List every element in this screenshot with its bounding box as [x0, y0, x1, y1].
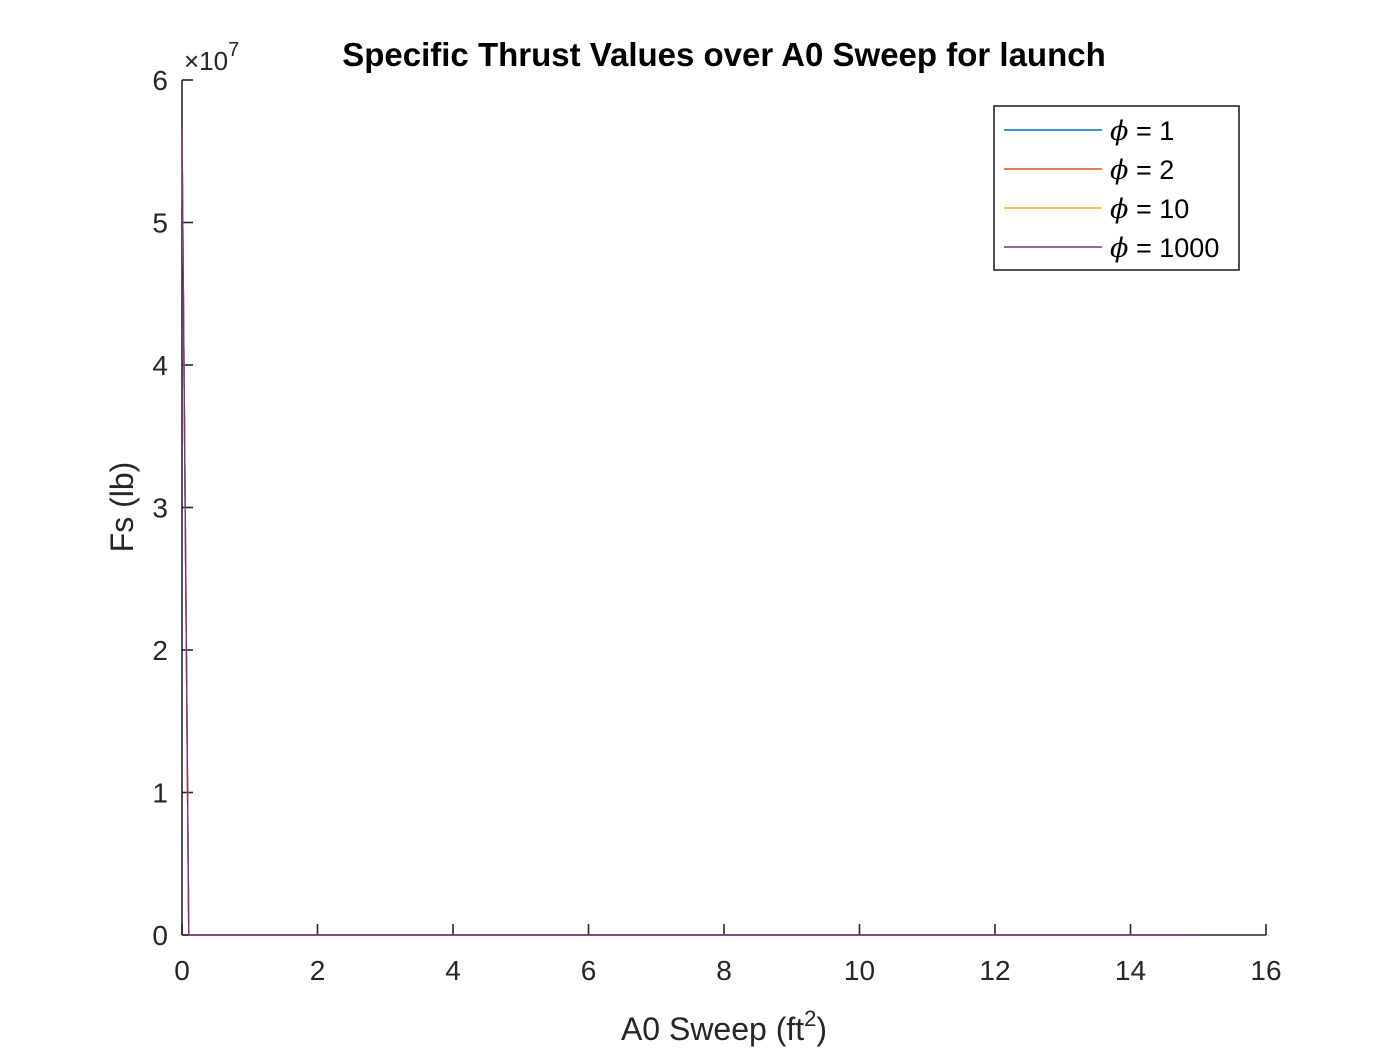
y-exponent-power: 7: [228, 39, 239, 61]
x-axis-label-main: A0 Sweep (ft: [621, 1011, 804, 1047]
legend-box: [993, 105, 1240, 271]
y-tick-label: 5: [152, 208, 168, 239]
legend-phi-symbol: ϕ: [1110, 155, 1128, 186]
y-tick-label: 4: [152, 350, 168, 381]
legend-label-1: = 1: [1136, 116, 1174, 146]
legend-phi-symbol: ϕ: [1110, 116, 1128, 147]
x-axis-label-end: ): [816, 1011, 827, 1047]
x-tick-label: 6: [581, 955, 597, 986]
legend: ϕ = 1 ϕ = 2 ϕ = 10 ϕ = 1000: [993, 105, 1240, 271]
y-tick-label: 1: [152, 778, 168, 809]
x-tick-label: 14: [1115, 955, 1146, 986]
series-line-4: [181, 129, 1199, 936]
x-tick-label: 8: [716, 955, 732, 986]
y-tick-label: 0: [152, 920, 168, 951]
data-series: [181, 129, 1199, 936]
y-tick-label: 3: [152, 493, 168, 524]
y-axis-label: Fs (lb): [104, 462, 140, 553]
x-axis-label: A0 Sweep (ft2): [621, 1006, 827, 1047]
y-exponent-prefix: ×10: [184, 46, 228, 76]
legend-label-4: = 1000: [1136, 233, 1219, 263]
x-tick-label: 2: [310, 955, 326, 986]
y-tick-label: 6: [152, 65, 168, 96]
x-tick-label: 12: [979, 955, 1010, 986]
legend-phi-symbol: ϕ: [1110, 233, 1128, 264]
x-tick-label: 4: [445, 955, 461, 986]
chart-title: Specific Thrust Values over A0 Sweep for…: [342, 36, 1106, 73]
x-tick-label: 16: [1250, 955, 1281, 986]
legend-label-2: = 2: [1136, 155, 1174, 185]
x-tick-label: 10: [844, 955, 875, 986]
x-axis-label-superscript: 2: [804, 1006, 816, 1031]
legend-phi-symbol: ϕ: [1110, 194, 1128, 225]
legend-label-3: = 10: [1136, 194, 1189, 224]
x-tick-label: 0: [174, 955, 190, 986]
y-tick-label: 2: [152, 635, 168, 666]
y-axis-exponent: ×107: [184, 39, 239, 76]
